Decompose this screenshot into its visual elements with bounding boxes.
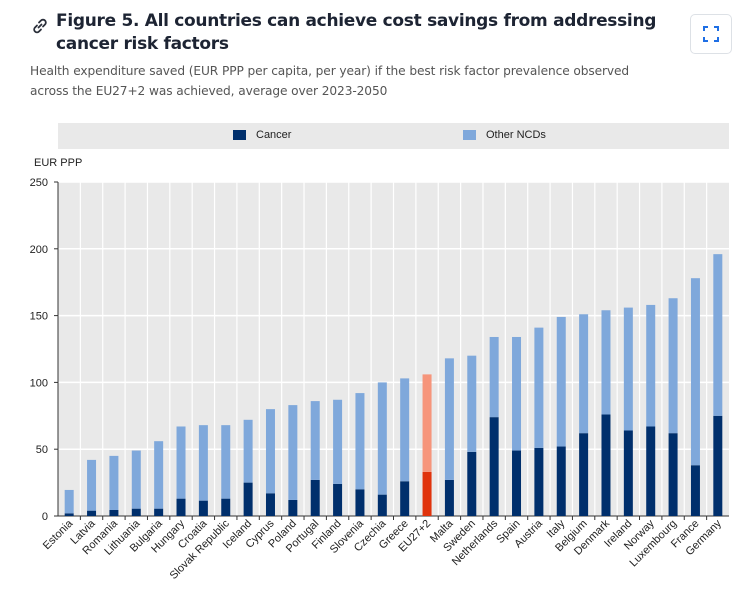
bar-cancer [176, 498, 186, 516]
y-tick-label: 50 [36, 444, 48, 456]
figure-title: Figure 5. All countries can achieve cost… [56, 11, 657, 54]
bar-other-ncds [668, 298, 678, 434]
figure-header: Figure 5. All countries can achieve cost… [30, 10, 670, 101]
legend-label-cancer: Cancer [256, 129, 292, 141]
figure-subtitle: Health expenditure saved (EUR PPP per ca… [30, 64, 630, 98]
bar-cancer [154, 508, 164, 516]
bar-cancer [198, 500, 208, 516]
legend-swatch-other-ncds [463, 130, 476, 140]
bar-cancer [623, 430, 633, 516]
bar-other-ncds [623, 307, 633, 431]
bar-other-ncds [646, 304, 656, 427]
bar-cancer [265, 493, 275, 516]
legend-item-cancer: Cancer [233, 129, 291, 141]
chart-legend: Cancer Other NCDs [58, 123, 729, 149]
bar-cancer [422, 471, 432, 516]
expand-icon [703, 26, 719, 42]
bar-other-ncds [690, 278, 700, 466]
bar-other-ncds [579, 314, 589, 434]
y-tick-label: 100 [30, 377, 48, 389]
bar-cancer [288, 499, 298, 516]
bar-other-ncds [601, 310, 611, 415]
bar-cancer [512, 450, 522, 516]
bar-other-ncds [556, 316, 566, 447]
bar-other-ncds [512, 336, 522, 451]
bar-other-ncds [377, 382, 387, 495]
bar-cancer [333, 483, 343, 516]
bar-cancer [64, 513, 74, 516]
bar-cancer [87, 510, 97, 516]
bar-cancer [109, 509, 119, 516]
bar-other-ncds [176, 426, 186, 499]
bar-cancer [131, 508, 141, 516]
bar-other-ncds [64, 489, 74, 514]
bar-other-ncds [221, 425, 231, 499]
bar-cancer [646, 426, 656, 516]
bar-other-ncds [154, 441, 164, 509]
legend-item-other-ncds: Other NCDs [463, 129, 546, 141]
bar-cancer [668, 433, 678, 516]
bar-cancer [243, 482, 253, 516]
bar-cancer [377, 494, 387, 516]
bar-cancer [534, 447, 544, 516]
bar-other-ncds [288, 405, 298, 500]
bar-cancer [310, 479, 320, 516]
bar-other-ncds [198, 425, 208, 501]
bar-other-ncds [467, 355, 477, 452]
bar-other-ncds [243, 419, 253, 483]
bar-other-ncds [489, 336, 499, 418]
bar-other-ncds [131, 450, 141, 509]
bar-other-ncds [713, 254, 723, 416]
bar-other-ncds [444, 358, 454, 480]
bar-other-ncds [310, 401, 320, 480]
bar-other-ncds [355, 393, 365, 490]
bar-other-ncds [534, 327, 544, 448]
y-tick-label: 150 [30, 311, 48, 323]
bar-other-ncds [400, 378, 410, 482]
bar-cancer [579, 433, 589, 516]
bar-cancer [489, 417, 499, 516]
y-tick-label: 0 [42, 511, 48, 523]
bar-cancer [355, 489, 365, 516]
bar-other-ncds [265, 409, 275, 494]
y-tick-label: 250 [30, 177, 48, 189]
y-tick-label: 200 [30, 244, 48, 256]
bar-cancer [690, 465, 700, 516]
bar-cancer [221, 498, 231, 516]
bar-cancer [601, 414, 611, 516]
legend-label-other-ncds: Other NCDs [486, 129, 546, 141]
bar-cancer [467, 451, 477, 516]
bar-cancer [713, 415, 723, 516]
y-axis-unit-label: EUR PPP [34, 157, 83, 169]
bar-cancer [444, 479, 454, 516]
bar-other-ncds [109, 455, 119, 510]
bar-cancer [556, 446, 566, 516]
bar-other-ncds [422, 374, 432, 472]
bar-other-ncds [333, 399, 343, 484]
link-icon[interactable] [30, 16, 50, 36]
bar-cancer [400, 481, 410, 516]
expand-button[interactable] [690, 14, 732, 54]
bar-other-ncds [87, 459, 97, 511]
legend-swatch-cancer [233, 130, 246, 140]
